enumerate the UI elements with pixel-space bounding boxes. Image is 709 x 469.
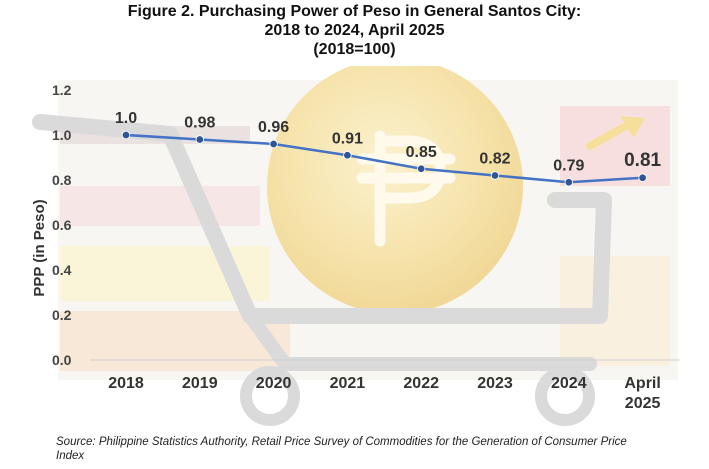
- title-line-3: (2018=100): [313, 41, 396, 58]
- data-point: [343, 151, 352, 160]
- title-line-1: Figure 2. Purchasing Power of Peso in Ge…: [127, 3, 582, 20]
- x-tick-label: 2022: [403, 375, 439, 392]
- y-tick-label: 1.2: [52, 82, 72, 98]
- y-tick-label: 0.8: [52, 172, 72, 188]
- data-point: [490, 171, 500, 180]
- data-labels: 1.0 0.98 0.96 0.91 0.85 0.82 0.79 0.81: [115, 110, 662, 174]
- source-note: Source: Philippine Statistics Authority,…: [56, 436, 627, 462]
- peso-coin-icon: [267, 66, 523, 314]
- x-tick-label: 2020: [256, 375, 292, 392]
- y-axis-title: PPP (in Peso): [31, 199, 48, 296]
- data-label: 0.96: [258, 119, 289, 136]
- y-tick-label: 0.0: [52, 352, 72, 368]
- shopping-cart-icon: [32, 114, 612, 324]
- y-tick-label: 0.4: [52, 262, 72, 278]
- series-line: [125, 133, 643, 184]
- data-point: [564, 178, 573, 187]
- x-tick-label: 2023: [477, 375, 513, 392]
- data-point: [417, 164, 426, 173]
- data-label: 0.81: [624, 150, 661, 171]
- data-points: [121, 130, 647, 187]
- y-tick-label: 1.0: [52, 127, 72, 143]
- data-point: [269, 139, 278, 149]
- chart-area: PPP (in Peso) 0.0 0.2 0.4 0.6 0.8 1.0 1.2 2018…: [0, 66, 709, 426]
- x-tick-label: 2018: [108, 375, 144, 392]
- x-tick-label: 2021: [330, 375, 366, 392]
- background-illustration: [32, 66, 678, 426]
- data-point: [195, 135, 204, 144]
- y-tick-label: 0.2: [52, 307, 72, 323]
- x-tick-label: 2024: [551, 375, 587, 392]
- chart-title: Figure 2. Purchasing Power of Peso in Ge…: [0, 2, 709, 59]
- data-label: 0.91: [332, 130, 363, 147]
- y-axis-ticks: 0.0 0.2 0.4 0.6 0.8 1.0 1.2: [52, 82, 72, 368]
- data-label: 0.79: [553, 157, 584, 174]
- title-line-2: 2018 to 2024, April 2025: [264, 22, 445, 39]
- ppp-line-chart: PPP (in Peso) 0.0 0.2 0.4 0.6 0.8 1.0 1.2 2018…: [31, 66, 680, 426]
- data-point: [638, 173, 647, 182]
- y-tick-label: 0.6: [52, 217, 72, 233]
- x-tick-label: 2019: [182, 375, 218, 392]
- data-label: 0.85: [406, 144, 437, 161]
- data-label: 0.82: [479, 151, 510, 168]
- data-label: 0.98: [184, 115, 215, 132]
- data-label: 1.0: [115, 110, 137, 127]
- data-point: [121, 130, 131, 140]
- x-tick-label: April 2025: [624, 375, 660, 412]
- x-axis-ticks: 2018 2019 2020 2021 2022 2023 2024 April 2025: [108, 375, 661, 412]
